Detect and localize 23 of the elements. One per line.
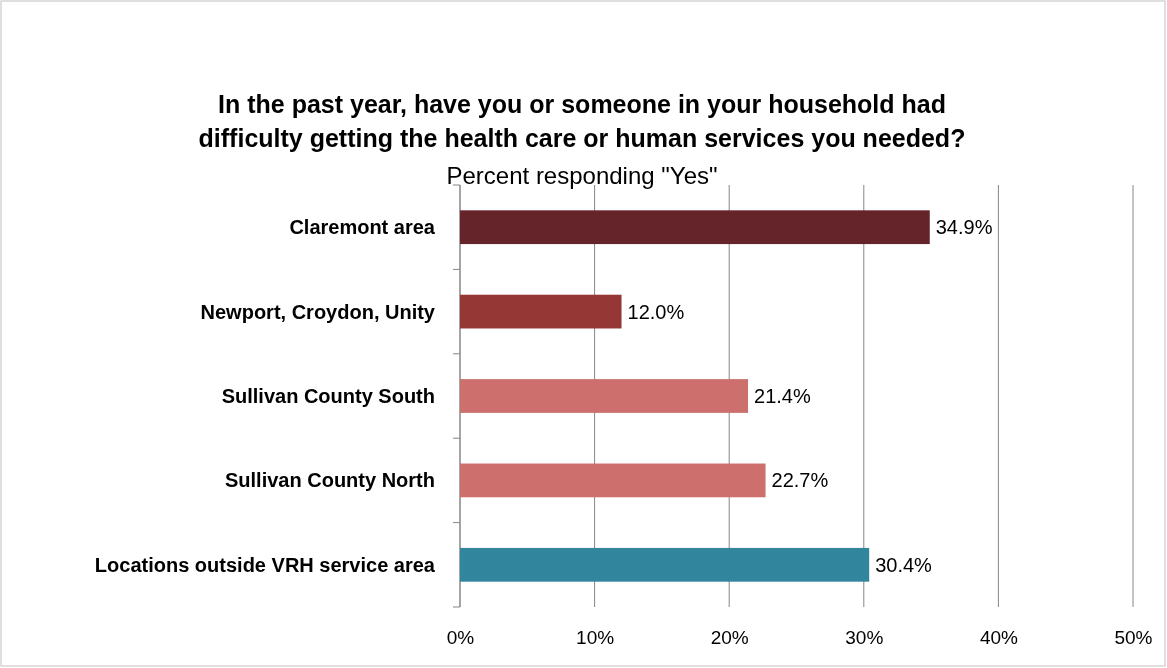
data-label: 22.7%	[771, 469, 829, 492]
x-tick-label: 30%	[845, 627, 884, 649]
bar	[460, 547, 870, 582]
chart-subtitle: Percent responding "Yes"	[446, 162, 718, 189]
y-tick-label: Locations outside VRH service area	[94, 553, 436, 576]
y-tick-label: Claremont area	[289, 216, 436, 239]
bar	[460, 463, 766, 498]
y-tick-label: Sullivan County South	[221, 385, 435, 407]
x-tick-label: 0%	[446, 627, 475, 649]
y-tick-label: Sullivan County North	[225, 469, 435, 492]
data-label: 21.4%	[754, 385, 811, 407]
data-label: 12.0%	[627, 300, 685, 323]
bar	[460, 294, 622, 329]
bar	[460, 379, 749, 413]
y-tick-label: Newport, Croydon, Unity	[200, 300, 436, 323]
x-tick-label: 20%	[710, 627, 749, 649]
data-label: 34.9%	[935, 216, 993, 239]
x-tick-label: 50%	[1114, 627, 1153, 649]
chart-title: In the past year, have you or someone in your household had difficulty getting the health care or human services you needed?	[198, 90, 966, 152]
bar	[460, 210, 930, 245]
x-tick-label: 10%	[576, 627, 615, 649]
x-tick-label: 40%	[979, 627, 1019, 649]
data-label: 30.4%	[875, 553, 933, 576]
